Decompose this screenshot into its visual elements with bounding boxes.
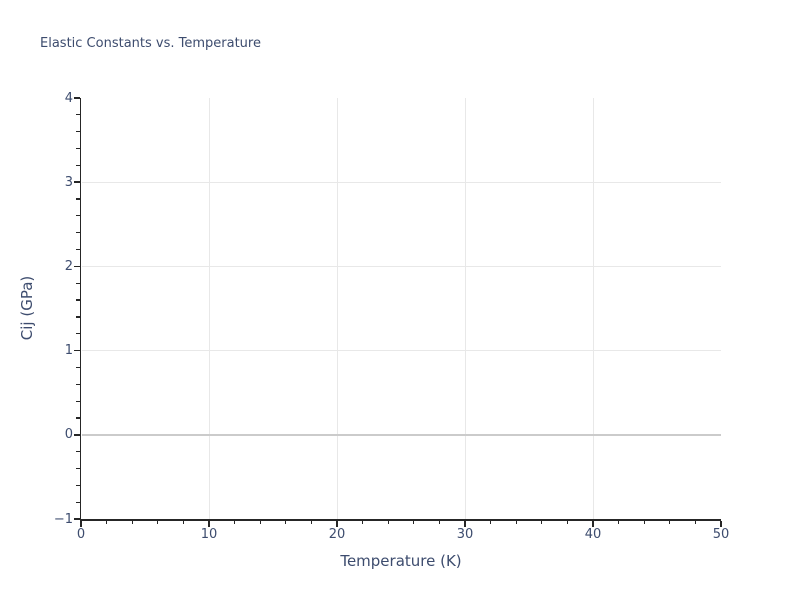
y-major-tick	[73, 434, 80, 436]
y-tick-label: 3	[64, 174, 73, 190]
x-major-tick	[80, 520, 82, 527]
y-gridline	[82, 350, 721, 352]
x-minor-tick	[259, 520, 261, 524]
x-minor-tick	[234, 520, 236, 524]
y-minor-tick	[76, 366, 80, 369]
y-minor-tick	[76, 248, 80, 251]
x-tick-label: 30	[456, 527, 474, 542]
y-minor-tick	[76, 164, 80, 166]
x-tick-label: 0	[76, 527, 86, 542]
y-tick-label: 0	[64, 427, 73, 443]
x-major-tick	[464, 520, 466, 527]
x-major-tick	[720, 520, 722, 527]
x-minor-tick	[643, 520, 645, 524]
x-minor-tick	[515, 520, 517, 524]
zero-gridline	[82, 433, 721, 436]
x-minor-tick	[387, 520, 389, 524]
x-axis-spine	[79, 519, 721, 521]
y-major-tick	[73, 349, 80, 352]
x-minor-tick	[182, 520, 184, 524]
y-tick-label: 4	[64, 90, 73, 106]
y-minor-tick	[76, 198, 80, 200]
y-minor-tick	[76, 299, 80, 301]
y-minor-tick	[76, 400, 80, 402]
y-major-tick	[73, 181, 80, 183]
x-tick-label: 20	[328, 527, 346, 542]
y-minor-tick	[76, 215, 80, 217]
y-minor-tick	[76, 114, 80, 116]
y-minor-tick	[76, 282, 80, 284]
chart-title: Elastic Constants vs. Temperature	[40, 36, 261, 51]
x-minor-tick	[438, 520, 440, 524]
x-minor-tick	[566, 520, 568, 524]
x-minor-tick	[362, 520, 364, 524]
y-tick-label: 2	[64, 258, 73, 274]
x-minor-tick	[413, 520, 415, 524]
y-major-tick	[73, 97, 80, 99]
x-minor-tick	[131, 520, 133, 524]
x-gridline	[592, 98, 594, 519]
y-minor-tick	[76, 232, 80, 234]
x-gridline	[336, 98, 338, 519]
x-minor-tick	[694, 520, 696, 524]
y-minor-tick	[76, 501, 80, 503]
y-minor-tick	[76, 316, 80, 318]
y-major-tick	[73, 518, 80, 520]
y-axis-label: Cij (GPa)	[18, 275, 36, 341]
x-tick-label: 40	[584, 527, 602, 542]
y-gridline	[82, 181, 721, 183]
y-minor-tick	[76, 451, 80, 453]
x-minor-tick	[106, 520, 108, 524]
x-major-tick	[208, 520, 210, 527]
x-minor-tick	[490, 520, 492, 524]
y-minor-tick	[76, 333, 80, 335]
x-gridline	[208, 98, 210, 519]
x-major-tick	[336, 520, 338, 527]
x-tick-label: 10	[200, 527, 218, 542]
x-gridline	[464, 98, 466, 519]
y-minor-tick	[76, 417, 80, 419]
y-minor-tick	[76, 467, 80, 470]
y-axis-spine	[79, 98, 81, 521]
y-gridline	[82, 265, 721, 267]
x-minor-tick	[310, 520, 312, 524]
y-tick-label: 1	[64, 343, 73, 359]
y-major-tick	[73, 265, 80, 268]
x-major-tick	[592, 520, 594, 527]
y-minor-tick	[76, 131, 80, 133]
y-minor-tick	[76, 484, 80, 486]
x-minor-tick	[669, 520, 671, 524]
y-minor-tick	[76, 147, 80, 150]
y-minor-tick	[76, 383, 80, 385]
x-tick-label: 50	[712, 527, 730, 542]
x-axis-label: Temperature (K)	[340, 552, 462, 570]
x-minor-tick	[618, 520, 620, 524]
x-minor-tick	[157, 520, 159, 524]
x-minor-tick	[541, 520, 543, 524]
y-tick-label: −1	[53, 511, 73, 527]
x-minor-tick	[285, 520, 287, 524]
